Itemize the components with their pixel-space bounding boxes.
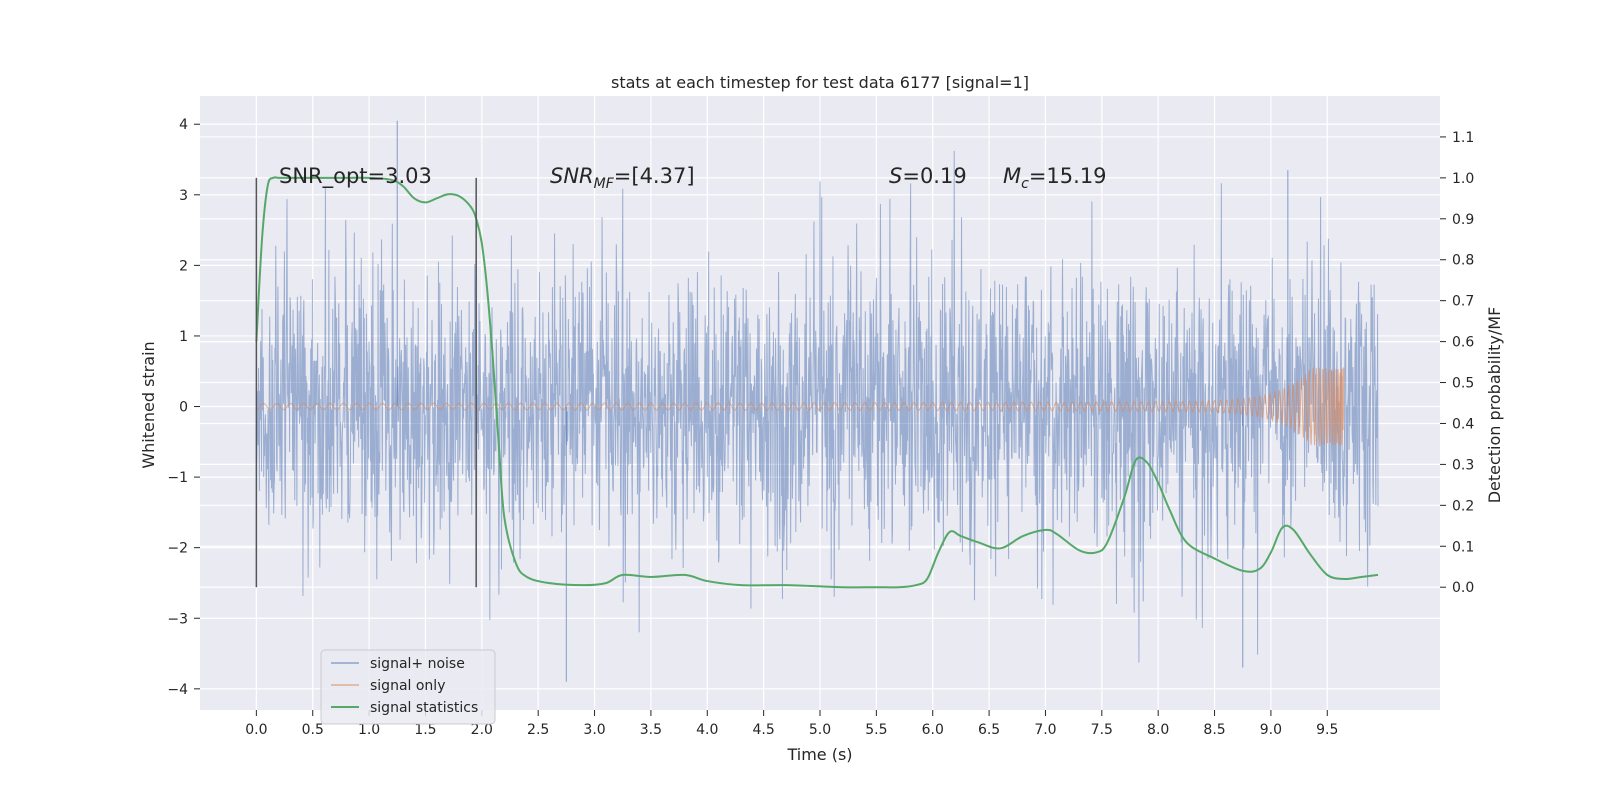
y-tick-label: −4 xyxy=(167,682,188,698)
noise-series-line xyxy=(255,150,1379,663)
x-tick-label: 5.0 xyxy=(809,722,831,738)
signal-statistics-series-layer xyxy=(255,176,1379,589)
y-right-axis-label: Detection probability/MF xyxy=(1485,307,1504,504)
y-right-tick-label: 0.5 xyxy=(1452,376,1474,392)
annotation-s: S=0.19 xyxy=(889,164,967,188)
signal-only-line xyxy=(256,367,1345,446)
x-tick-label: 7.5 xyxy=(1091,722,1113,738)
x-tick-label: 0.5 xyxy=(302,722,324,738)
annotation-snr-mf: SNRMF=[4.37] xyxy=(550,164,695,192)
legend-box xyxy=(320,649,496,725)
y-tick-label: 3 xyxy=(179,188,188,204)
y-tick-label: −2 xyxy=(167,541,188,557)
y-right-tick-label: 0.1 xyxy=(1452,539,1474,555)
chart-title: stats at each timestep for test data 617… xyxy=(611,73,1029,92)
y-tick-label: 4 xyxy=(179,117,188,133)
y-right-tick-label: 0.2 xyxy=(1452,498,1474,514)
annotation-mc-value: =15.19 xyxy=(1029,164,1107,188)
y-tick-label: 0 xyxy=(179,400,188,416)
y-tick-label: −3 xyxy=(167,611,188,627)
y-axis-label: Whitened strain xyxy=(139,341,158,468)
x-tick-label: 5.5 xyxy=(865,722,887,738)
legend-label-stats: signal statistics xyxy=(370,700,478,716)
y-right-tick-labels: 1.1 1.0 0.9 0.8 0.7 0.6 0.5 0.4 0.3 0.2 0.1 0.0 xyxy=(1440,130,1474,596)
annotation-mc-main: M xyxy=(1003,164,1021,188)
y-right-tick-label: 1.0 xyxy=(1452,171,1474,187)
annotation-s-main: S xyxy=(889,164,902,188)
x-tick-label: 2.5 xyxy=(527,722,549,738)
x-tick-label: 4.0 xyxy=(696,722,718,738)
y-right-tick-label: 0.3 xyxy=(1452,457,1474,473)
legend-label-signal: signal only xyxy=(370,678,445,694)
y-tick-label: 2 xyxy=(179,258,188,274)
x-tick-label: 6.5 xyxy=(978,722,1000,738)
x-tick-label: 0.0 xyxy=(245,722,267,738)
y-right-tick-label: 0.0 xyxy=(1452,580,1474,596)
x-tick-label: 7.0 xyxy=(1034,722,1056,738)
x-tick-label: 8.0 xyxy=(1147,722,1169,738)
x-tick-label: 1.5 xyxy=(414,722,436,738)
annotation-s-value: =0.19 xyxy=(902,164,966,188)
y-tick-label: −1 xyxy=(167,470,188,486)
y-right-tick-label: 1.1 xyxy=(1452,130,1474,146)
annotation-snr-mf-value: =[4.37] xyxy=(614,164,695,188)
y-right-tick-label: 0.8 xyxy=(1452,253,1474,269)
annotation-snr-mf-main: SNR xyxy=(550,164,594,188)
vertical-markers-layer xyxy=(255,177,477,588)
x-tick-label: 8.5 xyxy=(1203,722,1225,738)
y-tick-label: 1 xyxy=(179,329,188,345)
annotations: SNR_opt=3.03 SNRMF=[4.37] S=0.19 Mc=15.1… xyxy=(279,164,1107,192)
y-right-tick-label: 0.9 xyxy=(1452,212,1474,228)
y-right-tick-label: 0.4 xyxy=(1452,416,1474,432)
x-tick-label: 1.0 xyxy=(358,722,380,738)
x-tick-labels: 0.0 0.5 1.0 1.5 2.0 2.5 3.0 3.5 4.0 4.5 5.0 5.5 6.0 6… xyxy=(245,710,1338,738)
x-tick-label: 9.0 xyxy=(1260,722,1282,738)
x-tick-label: 9.5 xyxy=(1316,722,1338,738)
y-right-tick-label: 0.7 xyxy=(1452,294,1474,310)
legend-label-noise: signal+ noise xyxy=(370,656,465,672)
y-right-tick-label: 0.6 xyxy=(1452,335,1474,351)
y-tick-labels: 4 3 2 1 0 −1 −2 −3 −4 xyxy=(167,117,200,698)
x-tick-label: 4.5 xyxy=(753,722,775,738)
annotation-mc-sub: c xyxy=(1021,176,1029,192)
x-tick-label: 6.0 xyxy=(922,722,944,738)
legend: signal+ noise signal only signal statist… xyxy=(320,649,496,725)
annotation-snr-mf-sub: MF xyxy=(594,176,615,192)
annotation-mc: Mc=15.19 xyxy=(1003,164,1107,192)
annotation-snr-opt: SNR_opt=3.03 xyxy=(279,164,432,189)
signal-statistics-line xyxy=(255,176,1379,589)
signal-only-series-layer xyxy=(256,367,1345,446)
x-tick-label: 3.0 xyxy=(583,722,605,738)
x-tick-label: 3.5 xyxy=(640,722,662,738)
noise-series-layer xyxy=(255,120,1379,682)
x-tick-label: 2.0 xyxy=(471,722,493,738)
x-axis-label: Time (s) xyxy=(786,745,852,764)
